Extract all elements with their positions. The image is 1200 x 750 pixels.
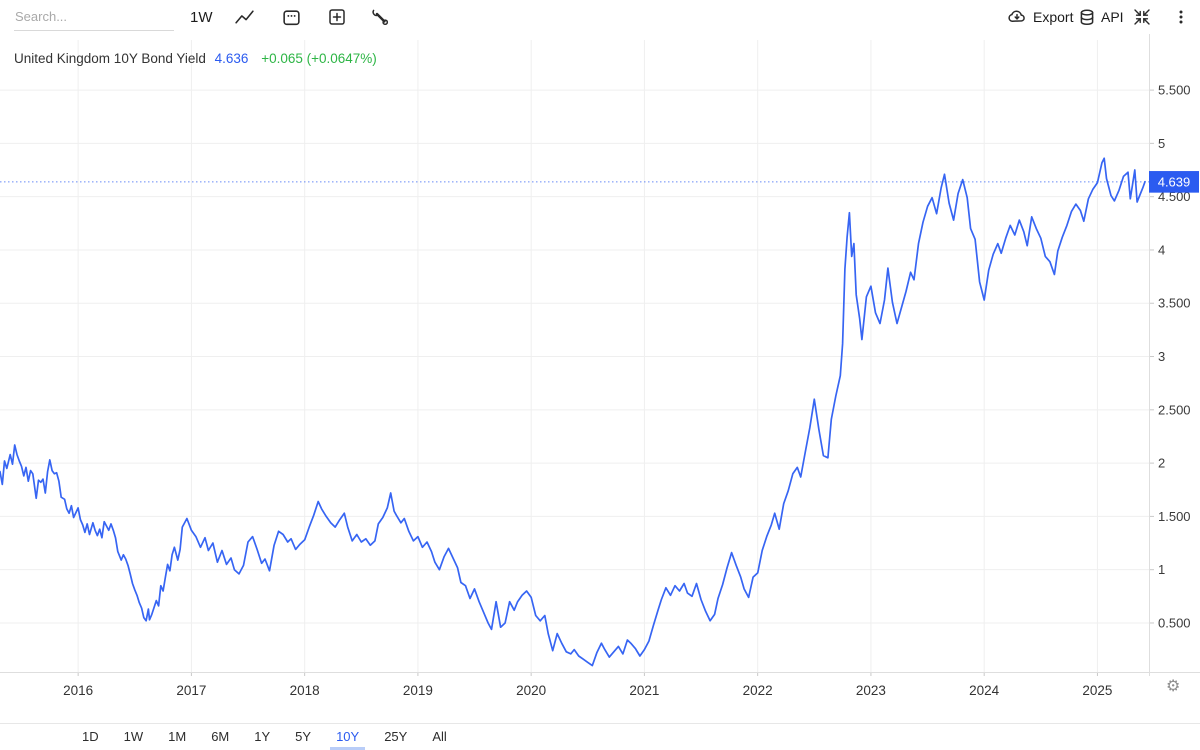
collapse-arrows-icon [1132, 7, 1152, 27]
tools-button[interactable] [370, 0, 390, 34]
y-axis-label-3.500: 3.500 [1158, 296, 1191, 311]
export-label: Export [1033, 9, 1074, 25]
y-axis-label-3: 3 [1158, 349, 1165, 364]
date-range-button[interactable] [281, 0, 302, 34]
y-axis-label-2: 2 [1158, 456, 1165, 471]
x-axis-label-2019: 2019 [403, 683, 433, 698]
y-axis-label-1: 1 [1158, 562, 1165, 577]
y-axis-label-4: 4 [1158, 242, 1165, 257]
range-selector-bar: 1D 1W 1M 6M 1Y 5Y 10Y 25Y All [0, 723, 1200, 750]
api-label: API [1101, 9, 1124, 25]
line-chart-icon [234, 7, 255, 28]
x-axis-label-2018: 2018 [290, 683, 320, 698]
range-1d[interactable]: 1D [82, 729, 99, 744]
x-axis-label-2017: 2017 [176, 683, 206, 698]
x-axis-label-2024: 2024 [969, 683, 1000, 698]
kebab-menu-icon [1172, 7, 1190, 27]
search-input[interactable] [14, 6, 174, 31]
x-axis-label-2016: 2016 [63, 683, 93, 698]
y-axis-label-0.500: 0.500 [1158, 615, 1191, 630]
interval-button[interactable]: 1W [190, 0, 213, 34]
gear-icon[interactable]: ⚙ [1166, 676, 1181, 695]
chart-title: United Kingdom 10Y Bond Yield 4.636 +0.0… [14, 51, 377, 66]
export-button[interactable]: Export [1006, 0, 1073, 34]
x-axis-label-2021: 2021 [629, 683, 659, 698]
cloud-download-icon [1006, 7, 1028, 27]
x-axis-label-2023: 2023 [856, 683, 886, 698]
range-6m[interactable]: 6M [211, 729, 230, 744]
range-all[interactable]: All [432, 729, 447, 744]
y-axis-label-2.500: 2.500 [1158, 402, 1191, 417]
y-axis-label-4.500: 4.500 [1158, 189, 1191, 204]
chart-type-button[interactable] [234, 0, 255, 34]
y-axis-label-1.500: 1.500 [1158, 509, 1191, 524]
api-button[interactable]: API [1078, 0, 1124, 34]
last-value: 4.636 [214, 51, 249, 66]
price-label-pill [1149, 171, 1199, 193]
plus-square-icon [327, 7, 347, 27]
range-1y[interactable]: 1Y [254, 729, 271, 744]
range-1m[interactable]: 1M [168, 729, 187, 744]
interval-label: 1W [190, 8, 213, 26]
x-axis-label-2022: 2022 [743, 683, 773, 698]
range-5y[interactable]: 5Y [295, 729, 312, 744]
range-10y[interactable]: 10Y [330, 724, 366, 750]
kebab-menu-button[interactable] [1172, 0, 1190, 34]
range-1w[interactable]: 1W [123, 729, 144, 744]
top-toolbar: 1W [0, 0, 1200, 34]
price-chart[interactable]: 5.500 5 4.500 4 3.500 3 2.500 2 1.500 1 0.500 2016 2… [0, 0, 1200, 722]
yield-line-series [0, 157, 1146, 667]
wrench-icon [370, 7, 390, 27]
calendar-icon [281, 7, 302, 28]
change-value: +0.065 (+0.0647%) [261, 51, 377, 66]
collapse-fullscreen-button[interactable] [1132, 0, 1152, 34]
database-icon [1078, 8, 1096, 27]
price-label-text: 4.639 [1158, 174, 1191, 189]
instrument-name: United Kingdom 10Y Bond Yield [14, 51, 206, 66]
add-chart-button[interactable] [327, 0, 347, 34]
x-axis-label-2025: 2025 [1082, 683, 1112, 698]
y-axis-label-5.500: 5.500 [1158, 83, 1191, 98]
x-axis-label-2020: 2020 [516, 683, 546, 698]
y-axis-label-5: 5 [1158, 136, 1165, 151]
range-25y[interactable]: 25Y [384, 729, 408, 744]
